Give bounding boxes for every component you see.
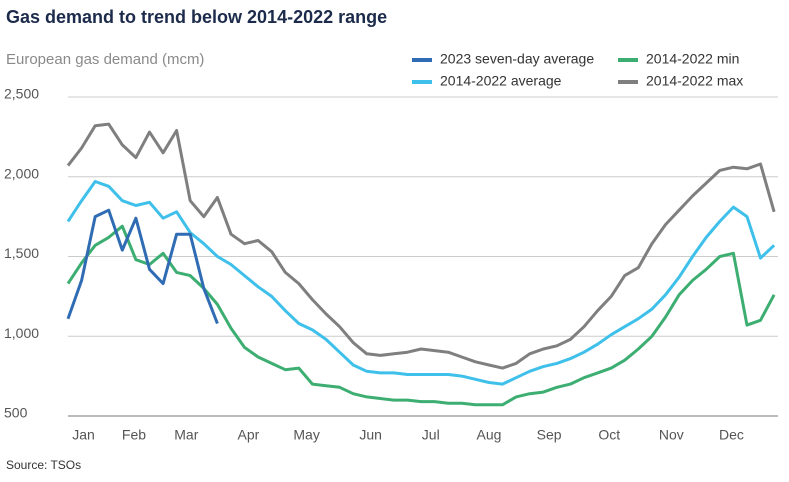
x-tick-label: Jan bbox=[72, 427, 95, 443]
y-tick-label: 1,500 bbox=[4, 245, 39, 261]
legend-label: 2014-2022 min bbox=[646, 51, 739, 67]
x-tick-label: Feb bbox=[122, 427, 146, 443]
x-tick-label: Jul bbox=[422, 427, 440, 443]
legend-label: 2014-2022 max bbox=[646, 73, 743, 89]
y-tick-label: 500 bbox=[4, 405, 28, 421]
series-line bbox=[66, 180, 776, 386]
y-tick-label: 1,000 bbox=[4, 325, 39, 341]
x-tick-label: Aug bbox=[476, 427, 501, 443]
legend-label: 2014-2022 average bbox=[440, 73, 562, 89]
x-tick-label: Sep bbox=[537, 427, 562, 443]
x-tick-label: Oct bbox=[598, 427, 620, 443]
x-tick-label: May bbox=[293, 427, 319, 443]
x-tick-label: Apr bbox=[238, 427, 260, 443]
series-line bbox=[66, 224, 776, 407]
x-tick-label: Dec bbox=[719, 427, 744, 443]
x-tick-label: Nov bbox=[659, 427, 684, 443]
chart-title: Gas demand to trend below 2014-2022 rang… bbox=[6, 7, 387, 27]
x-tick-label: Mar bbox=[174, 427, 198, 443]
legend-label: 2023 seven-day average bbox=[440, 51, 594, 67]
x-tick-label: Jun bbox=[359, 427, 382, 443]
y-tick-label: 2,000 bbox=[4, 165, 39, 181]
series-line bbox=[66, 122, 776, 370]
source: Source: TSOs bbox=[6, 458, 81, 472]
y-axis-label: European gas demand (mcm) bbox=[6, 51, 204, 68]
y-tick-label: 2,500 bbox=[4, 86, 39, 102]
series-line bbox=[66, 208, 219, 325]
